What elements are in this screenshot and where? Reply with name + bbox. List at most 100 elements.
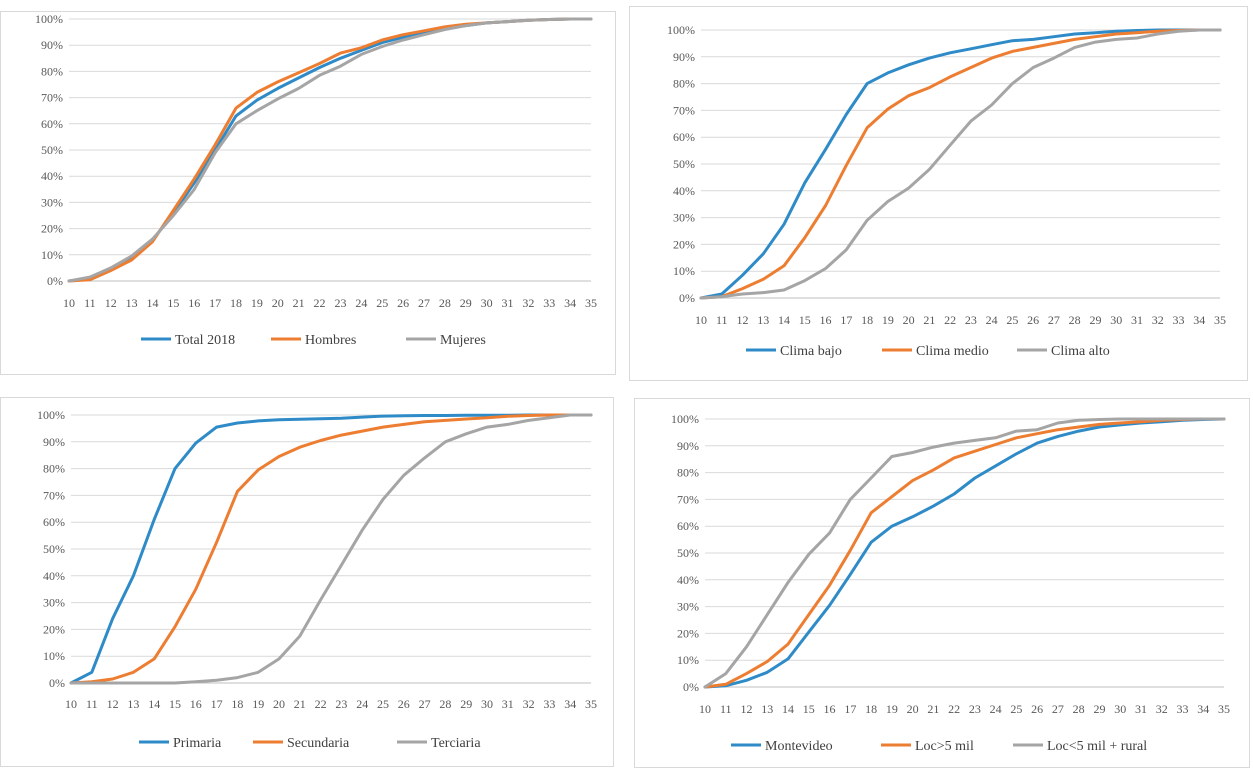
x-tick-label: 16 [824, 702, 836, 716]
x-tick-label: 33 [543, 697, 555, 711]
x-tick-label: 15 [167, 296, 179, 310]
chart-panel-gender: 0% 10% 20% 30% 40% 50% 60% 70% 80% 90% 100% 10 11 12 1… [0, 11, 616, 375]
y-tick-label: 50% [43, 542, 65, 556]
x-tick-label: 12 [741, 702, 753, 716]
x-tick-label: 12 [105, 296, 117, 310]
x-tick-label: 19 [251, 296, 263, 310]
x-tick-label: 12 [107, 697, 119, 711]
x-tick-label: 17 [844, 702, 856, 716]
x-tick-label: 34 [564, 697, 576, 711]
y-tick-label: 50% [673, 157, 695, 171]
x-tick-label: 21 [923, 313, 935, 327]
x-tick-label: 19 [886, 702, 898, 716]
legend-label: Clima bajo [780, 344, 842, 359]
x-tick-label: 13 [757, 313, 769, 327]
legend-label: Primaria [173, 736, 222, 751]
x-tick-label: 18 [865, 702, 877, 716]
y-tick-label: 20% [677, 626, 699, 640]
x-tick-label: 31 [501, 296, 513, 310]
series-line-secundaria [69, 413, 593, 685]
x-tick-label: 27 [419, 697, 431, 711]
y-tick-label: 0% [47, 274, 63, 288]
x-tick-label: 28 [439, 697, 451, 711]
x-tick-label: 32 [523, 697, 535, 711]
y-tick-label: 50% [677, 546, 699, 560]
y-tick-label: 100% [35, 12, 63, 26]
x-tick-label: 25 [1010, 702, 1022, 716]
y-tick-label: 100% [37, 408, 65, 422]
x-tick-label: 13 [126, 296, 138, 310]
x-tick-label: 34 [1193, 313, 1205, 327]
x-tick-label: 17 [209, 296, 221, 310]
y-tick-label: 0% [49, 676, 65, 690]
x-tick-label: 26 [1027, 313, 1039, 327]
chart-panel-locality: 0% 10% 20% 30% 40% 50% 60% 70% 80% 90% 100% 10 11 12 1… [634, 398, 1250, 768]
x-tick-label: 30 [1114, 702, 1126, 716]
x-tick-label: 27 [418, 296, 430, 310]
x-tick-label: 27 [1048, 313, 1060, 327]
x-tick-label: 32 [522, 296, 534, 310]
y-tick-label: 30% [677, 600, 699, 614]
x-tick-label: 31 [1135, 702, 1147, 716]
x-tick-label: 32 [1152, 313, 1164, 327]
legend-label: Mujeres [440, 333, 486, 348]
x-tick-label: 26 [397, 296, 409, 310]
x-tick-label: 35 [585, 697, 597, 711]
x-tick-label: 18 [230, 296, 242, 310]
x-tick-label: 24 [986, 313, 998, 327]
y-tick-label: 20% [43, 622, 65, 636]
y-tick-label: 60% [673, 130, 695, 144]
chart-svg: 0% 10% 20% 30% 40% 50% 60% 70% 80% 90% 100% 10 11 12 1… [37, 408, 597, 751]
x-tick-label: 29 [460, 697, 472, 711]
series-line-terciaria [69, 413, 593, 685]
y-tick-label: 60% [677, 519, 699, 533]
x-tick-label: 20 [907, 702, 919, 716]
x-tick-label: 30 [1110, 313, 1122, 327]
x-tick-label: 29 [1089, 313, 1101, 327]
x-tick-label: 22 [944, 313, 956, 327]
y-tick-label: 10% [41, 248, 63, 262]
legend-label: Clima medio [916, 344, 989, 359]
y-tick-label: 60% [41, 117, 63, 131]
legend-label: Montevideo [765, 739, 833, 754]
x-tick-label: 20 [272, 296, 284, 310]
y-tick-label: 100% [667, 23, 695, 37]
x-tick-label: 35 [1218, 702, 1230, 716]
x-tick-label: 15 [799, 313, 811, 327]
x-tick-label: 15 [803, 702, 815, 716]
x-tick-label: 18 [861, 313, 873, 327]
y-tick-label: 10% [43, 649, 65, 663]
x-tick-label: 27 [1052, 702, 1064, 716]
y-tick-label: 50% [41, 143, 63, 157]
legend-label: Total 2018 [175, 333, 235, 348]
y-tick-label: 40% [677, 573, 699, 587]
x-tick-label: 29 [460, 296, 472, 310]
x-tick-label: 31 [1131, 313, 1143, 327]
x-tick-label: 19 [882, 313, 894, 327]
x-tick-label: 35 [585, 296, 597, 310]
x-tick-label: 10 [63, 296, 75, 310]
x-tick-label: 28 [1069, 313, 1081, 327]
x-tick-label: 17 [211, 697, 223, 711]
x-tick-label: 23 [965, 313, 977, 327]
x-tick-label: 23 [335, 697, 347, 711]
y-tick-label: 90% [677, 439, 699, 453]
x-tick-label: 30 [481, 296, 493, 310]
x-tick-label: 11 [716, 313, 728, 327]
series-line-clima-bajo [699, 28, 1222, 300]
x-tick-label: 33 [1176, 702, 1188, 716]
x-tick-label: 20 [273, 697, 285, 711]
x-tick-label: 16 [820, 313, 832, 327]
x-tick-label: 28 [1073, 702, 1085, 716]
y-tick-label: 40% [43, 569, 65, 583]
y-tick-label: 80% [41, 64, 63, 78]
x-tick-label: 16 [190, 697, 202, 711]
x-tick-label: 21 [294, 697, 306, 711]
series-line-loc-5-mil [703, 417, 1226, 689]
y-tick-label: 20% [41, 222, 63, 236]
x-tick-label: 16 [188, 296, 200, 310]
x-tick-label: 12 [737, 313, 749, 327]
x-tick-label: 25 [377, 697, 389, 711]
y-tick-label: 70% [41, 91, 63, 105]
y-tick-label: 40% [673, 184, 695, 198]
